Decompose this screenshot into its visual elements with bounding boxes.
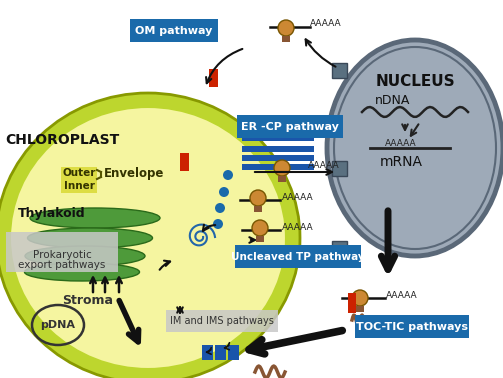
Text: Thylakoid: Thylakoid — [18, 206, 86, 220]
Circle shape — [352, 290, 368, 306]
FancyBboxPatch shape — [242, 146, 314, 152]
FancyBboxPatch shape — [282, 36, 290, 42]
Text: OM pathway: OM pathway — [135, 25, 213, 36]
Circle shape — [213, 219, 223, 229]
Circle shape — [252, 220, 268, 236]
Ellipse shape — [30, 208, 160, 228]
FancyBboxPatch shape — [242, 164, 314, 170]
FancyBboxPatch shape — [242, 135, 314, 141]
FancyBboxPatch shape — [332, 62, 348, 77]
Circle shape — [215, 203, 225, 213]
Ellipse shape — [10, 107, 286, 369]
Text: AAAAA: AAAAA — [282, 192, 314, 201]
Ellipse shape — [28, 228, 152, 248]
Ellipse shape — [327, 40, 503, 256]
Circle shape — [274, 160, 290, 176]
Text: IM and IMS pathways: IM and IMS pathways — [170, 316, 274, 326]
Circle shape — [278, 20, 294, 36]
FancyBboxPatch shape — [237, 115, 343, 138]
Text: NUCLEUS: NUCLEUS — [375, 74, 455, 90]
Circle shape — [250, 190, 266, 206]
FancyBboxPatch shape — [210, 69, 218, 87]
FancyBboxPatch shape — [332, 161, 348, 175]
FancyBboxPatch shape — [61, 180, 97, 193]
Text: export pathways: export pathways — [18, 260, 106, 270]
Text: nDNA: nDNA — [375, 93, 410, 107]
Text: Uncleaved TP pathway: Uncleaved TP pathway — [231, 251, 365, 262]
Text: CHLOROPLAST: CHLOROPLAST — [5, 133, 119, 147]
Ellipse shape — [25, 246, 145, 266]
Text: TOC-TIC pathways: TOC-TIC pathways — [356, 322, 468, 332]
FancyBboxPatch shape — [228, 345, 239, 360]
FancyBboxPatch shape — [215, 345, 226, 360]
Text: Outer: Outer — [62, 168, 96, 178]
Text: AAAAA: AAAAA — [310, 20, 342, 28]
Ellipse shape — [25, 263, 139, 281]
Circle shape — [219, 187, 229, 197]
FancyBboxPatch shape — [256, 236, 264, 242]
FancyBboxPatch shape — [332, 240, 348, 256]
Circle shape — [223, 170, 233, 180]
Text: AAAAA: AAAAA — [385, 138, 416, 147]
FancyBboxPatch shape — [130, 19, 218, 42]
FancyBboxPatch shape — [278, 176, 286, 182]
FancyBboxPatch shape — [254, 206, 262, 212]
Text: Inner: Inner — [63, 181, 95, 191]
FancyBboxPatch shape — [181, 153, 190, 171]
FancyBboxPatch shape — [202, 345, 213, 360]
FancyBboxPatch shape — [235, 245, 361, 268]
Text: ER -CP pathway: ER -CP pathway — [241, 121, 339, 132]
FancyBboxPatch shape — [61, 167, 97, 180]
Text: pDNA: pDNA — [41, 320, 75, 330]
FancyBboxPatch shape — [348, 293, 356, 313]
Text: AAAAA: AAAAA — [386, 291, 417, 299]
Text: Prokaryotic: Prokaryotic — [33, 250, 92, 260]
Text: Envelope: Envelope — [104, 167, 164, 181]
FancyBboxPatch shape — [356, 306, 364, 312]
Ellipse shape — [334, 47, 496, 249]
FancyBboxPatch shape — [242, 155, 314, 161]
Text: mRNA: mRNA — [380, 155, 423, 169]
FancyBboxPatch shape — [6, 232, 118, 272]
Text: AAAAA: AAAAA — [282, 223, 314, 231]
Ellipse shape — [0, 93, 300, 378]
Text: Stroma: Stroma — [62, 293, 114, 307]
FancyBboxPatch shape — [166, 310, 278, 332]
FancyBboxPatch shape — [355, 315, 469, 338]
Text: AAAAA: AAAAA — [308, 161, 340, 169]
